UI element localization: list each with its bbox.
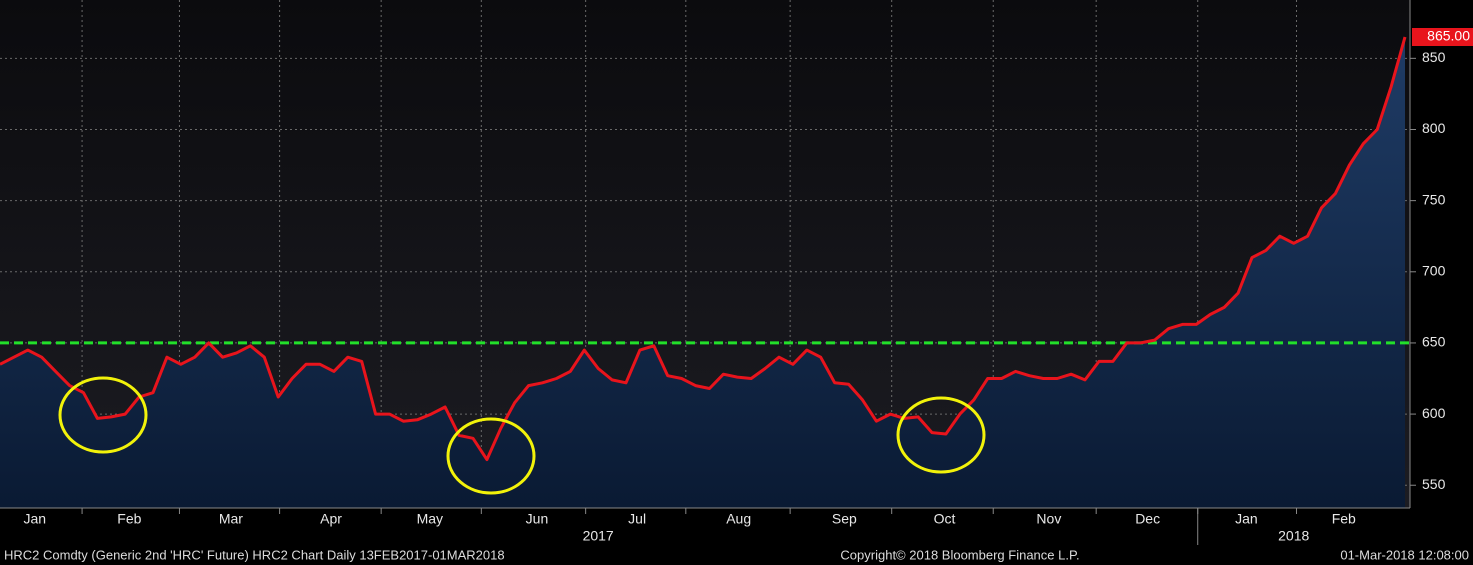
year-label: 2017 [583, 528, 614, 544]
x-tick-label: Jul [628, 511, 646, 527]
x-tick-label: Feb [117, 511, 141, 527]
plot [0, 0, 1410, 508]
x-tick-label: May [417, 511, 443, 527]
x-tick-label: Apr [320, 511, 342, 527]
highlight-circle [896, 396, 986, 474]
highlight-circle [58, 376, 148, 454]
x-tick-label: Jan [23, 511, 46, 527]
x-tick-label: Nov [1036, 511, 1061, 527]
highlight-circle [446, 417, 536, 495]
last-value-label: 865.00 [1427, 28, 1470, 44]
footer-center: Copyright© 2018 Bloomberg Finance L.P. [840, 547, 1079, 562]
footer-right: 01-Mar-2018 12:08:00 [1340, 547, 1469, 562]
x-tick-label: Feb [1332, 511, 1356, 527]
x-tick-label: Mar [219, 511, 243, 527]
x-tick-label: Aug [726, 511, 751, 527]
y-tick-label: 550 [1422, 476, 1446, 492]
x-tick-label: Dec [1135, 511, 1160, 527]
x-tick-label: Jan [1235, 511, 1258, 527]
footer-left: HRC2 Comdty (Generic 2nd 'HRC' Future) H… [4, 547, 505, 562]
last-value-tag [1412, 27, 1473, 46]
y-tick-label: 600 [1422, 405, 1446, 421]
x-tick-label: Jun [526, 511, 549, 527]
x-tick-label: Sep [832, 511, 857, 527]
y-tick-label: 850 [1422, 49, 1446, 65]
year-label: 2018 [1278, 528, 1309, 544]
line [0, 36, 1407, 462]
area-fill [0, 37, 1405, 508]
y-tick-label: 750 [1422, 191, 1446, 207]
y-tick-label: 700 [1422, 262, 1446, 278]
y-tick-label: 800 [1422, 120, 1446, 136]
y-tick-label: 650 [1422, 334, 1446, 350]
x-tick-label: Oct [934, 511, 956, 527]
